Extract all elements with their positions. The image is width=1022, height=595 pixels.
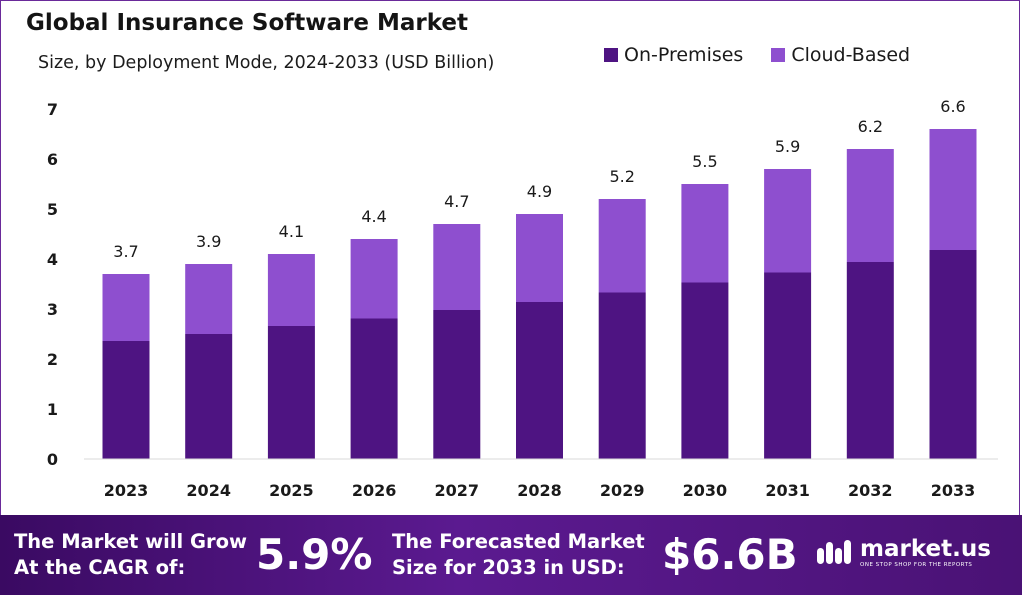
cagr-label: The Market will Grow At the CAGR of: — [14, 530, 248, 579]
total-label-2028: 4.9 — [527, 182, 552, 201]
bar-on-premises-2027 — [433, 310, 481, 459]
x-tick-label-2031: 2031 — [765, 481, 810, 500]
y-tick-label: 4 — [47, 250, 58, 269]
x-tick-label-2024: 2024 — [186, 481, 231, 500]
brand-tagline: ONE STOP SHOP FOR THE REPORTS — [860, 562, 973, 568]
legend-swatch-cloud-based — [771, 48, 786, 62]
bar-cloud-based-2032 — [846, 149, 894, 262]
y-tick-label: 3 — [47, 300, 58, 319]
cagr-value: 5.9% — [256, 530, 373, 579]
x-tick-label-2023: 2023 — [104, 481, 149, 500]
x-tick-label-2025: 2025 — [269, 481, 314, 500]
bar-on-premises-2032 — [846, 262, 894, 459]
total-label-2024: 3.9 — [196, 232, 221, 251]
total-label-2030: 5.5 — [692, 152, 717, 171]
y-tick-label: 6 — [47, 150, 58, 169]
brand-name: market.us — [860, 536, 991, 562]
forecast-label: The Forecasted Market Size for 2033 in U… — [392, 530, 645, 579]
legend-swatch-on-premises — [604, 48, 618, 62]
bar-cloud-based-2029 — [598, 199, 646, 293]
x-tick-label-2032: 2032 — [848, 481, 893, 500]
chart-title: Global Insurance Software Market — [26, 10, 469, 36]
summary-banner: The Market will Grow At the CAGR of: 5.9… — [0, 515, 1022, 595]
x-tick-label-2027: 2027 — [435, 481, 480, 500]
x-tick-label-2026: 2026 — [352, 481, 397, 500]
bar-on-premises-2031 — [764, 272, 812, 459]
bar-on-premises-2025 — [267, 326, 315, 459]
forecast-value: $6.6B — [662, 530, 798, 579]
bar-on-premises-2033 — [929, 250, 977, 459]
total-label-2029: 5.2 — [609, 167, 634, 186]
legend: On-Premises Cloud-Based — [604, 44, 910, 66]
bar-on-premises-2030 — [681, 282, 729, 459]
legend-label-on-premises: On-Premises — [624, 44, 744, 66]
bar-cloud-based-2026 — [350, 239, 398, 319]
bar-cloud-based-2031 — [764, 169, 812, 273]
bar-on-premises-2026 — [350, 318, 398, 459]
bar-cloud-based-2030 — [681, 184, 729, 283]
legend-label-cloud-based: Cloud-Based — [791, 44, 911, 66]
bar-cloud-based-2024 — [185, 264, 233, 334]
y-tick-label: 1 — [47, 400, 58, 419]
y-tick-label: 0 — [47, 450, 58, 469]
x-tick-label-2028: 2028 — [517, 481, 562, 500]
total-label-2026: 4.4 — [361, 207, 386, 226]
bar-cloud-based-2027 — [433, 224, 481, 310]
bar-cloud-based-2023 — [102, 274, 150, 341]
y-tick-label: 7 — [47, 100, 58, 119]
x-tick-label-2033: 2033 — [931, 481, 976, 500]
stacked-bar-chart: 0 1 2 3 4 5 6 7 3.7 3.9 4.1 4.4 4.7 4.9 5.2 5.5 5.9 6.2 6… — [47, 97, 998, 500]
bar-cloud-based-2033 — [929, 129, 977, 250]
brand-logo: market.us ONE STOP SHOP FOR THE REPORTS — [816, 537, 991, 568]
chart-subtitle: Size, by Deployment Mode, 2024-2033 (USD… — [38, 53, 495, 73]
bar-series: 3.7 3.9 4.1 4.4 4.7 4.9 5.2 5.5 5.9 6.2 6.6 — [102, 97, 977, 459]
total-label-2033: 6.6 — [940, 97, 965, 116]
bar-on-premises-2024 — [185, 334, 233, 459]
bar-on-premises-2028 — [516, 302, 563, 459]
total-label-2031: 5.9 — [775, 137, 800, 156]
x-axis: 2023 2024 2025 2026 2027 2028 2029 2030 2031 2032… — [84, 458, 998, 500]
x-tick-label-2029: 2029 — [600, 481, 645, 500]
y-tick-label: 5 — [47, 200, 58, 219]
legend-item-cloud-based: Cloud-Based — [771, 44, 910, 66]
total-label-2032: 6.2 — [858, 117, 883, 136]
market-us-logo-icon — [817, 539, 851, 564]
bar-on-premises-2023 — [102, 341, 150, 459]
total-label-2025: 4.1 — [279, 222, 304, 241]
bar-on-premises-2029 — [598, 292, 646, 459]
x-tick-label-2030: 2030 — [683, 481, 728, 500]
legend-item-on-premises: On-Premises — [604, 44, 743, 66]
total-label-2027: 4.7 — [444, 192, 469, 211]
y-tick-label: 2 — [47, 350, 58, 369]
bar-cloud-based-2028 — [516, 214, 563, 302]
y-axis: 0 1 2 3 4 5 6 7 — [47, 100, 58, 469]
total-label-2023: 3.7 — [113, 242, 138, 261]
bar-cloud-based-2025 — [267, 254, 315, 326]
